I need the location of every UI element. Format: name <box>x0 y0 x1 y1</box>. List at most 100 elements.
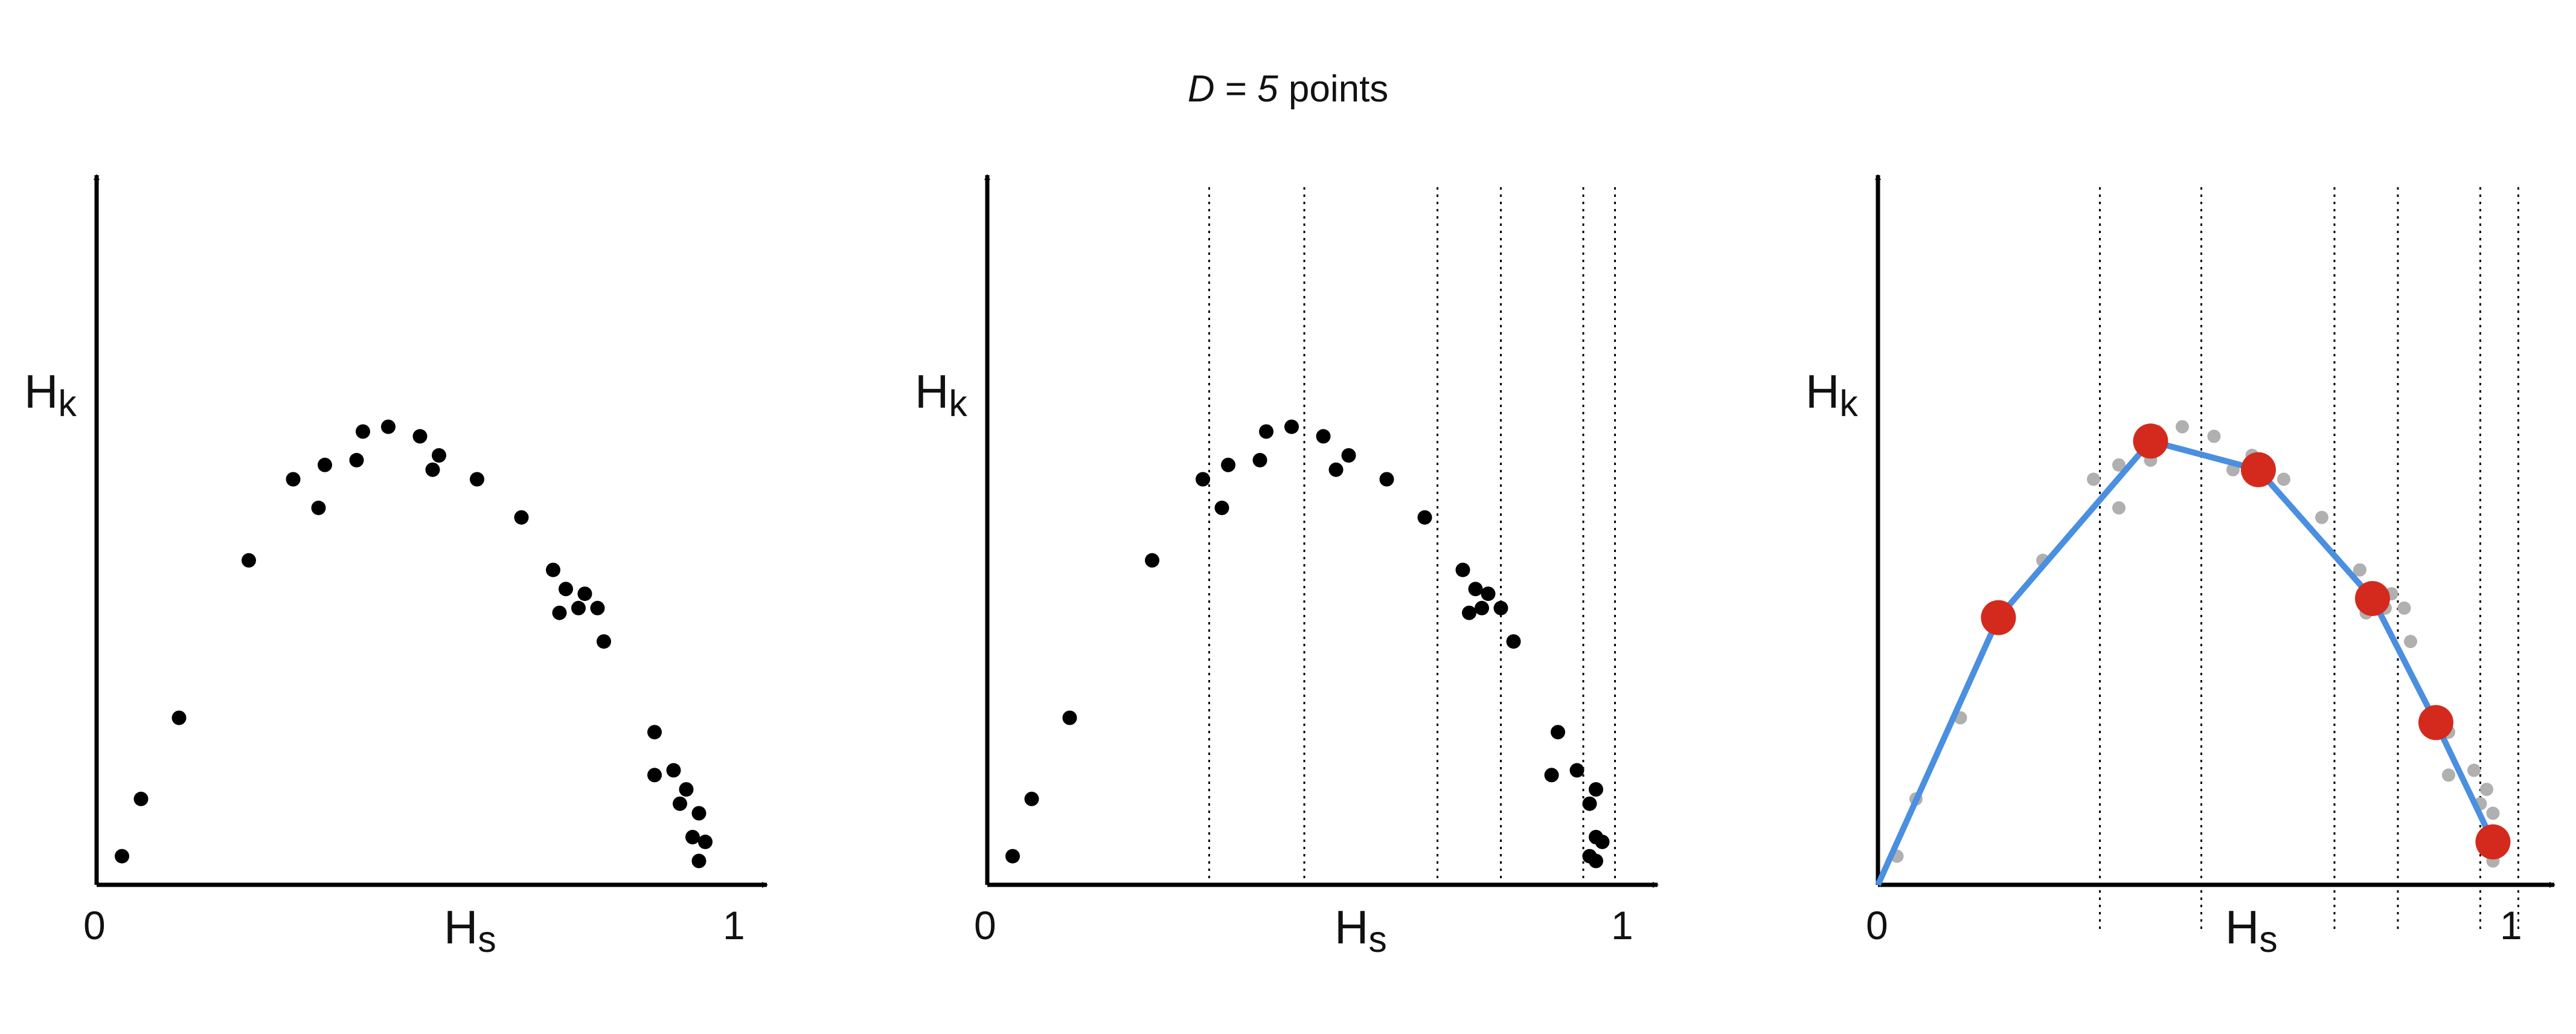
data-point <box>1551 725 1565 740</box>
data-point <box>381 419 396 434</box>
data-point <box>1589 782 1603 797</box>
faded-data-point <box>2397 601 2411 615</box>
faded-data-point <box>2112 458 2126 472</box>
data-point <box>1417 510 1432 525</box>
faded-data-point <box>2404 635 2417 649</box>
data-point <box>1062 710 1077 725</box>
faded-data-point <box>2207 429 2221 443</box>
data-point <box>1589 853 1603 869</box>
faded-data-point <box>2277 472 2290 486</box>
data-point <box>666 763 681 778</box>
data-point <box>318 457 332 472</box>
data-point <box>1462 605 1476 620</box>
data-point <box>286 472 301 487</box>
data-point <box>559 582 573 597</box>
panel-1: Hk Hs 0 1 <box>24 174 768 960</box>
data-point <box>673 796 687 811</box>
selected-point <box>1981 600 2016 635</box>
x-tick-0: 0 <box>83 903 106 948</box>
data-point <box>691 806 706 821</box>
data-point <box>356 424 370 439</box>
data-point <box>171 710 187 725</box>
faded-data-point <box>2480 783 2493 796</box>
selected-point <box>2241 452 2276 487</box>
data-point <box>514 510 529 525</box>
data-point <box>1145 553 1159 568</box>
faded-data-point <box>2353 563 2366 577</box>
data-point <box>1214 500 1229 515</box>
data-point <box>1284 419 1299 434</box>
data-point <box>1455 562 1470 577</box>
panel-3: Hk Hs 0 1 <box>1805 174 2555 960</box>
x-tick-0: 0 <box>974 903 996 948</box>
data-point <box>577 586 592 602</box>
data-point <box>546 562 560 577</box>
data-point <box>311 500 326 515</box>
data-point <box>647 768 662 783</box>
data-point <box>1475 600 1489 615</box>
x-axis-label: Hs <box>2225 901 2278 960</box>
data-point <box>1221 457 1235 472</box>
selected-point <box>2133 423 2168 459</box>
data-point <box>242 553 256 568</box>
data-point <box>1252 452 1267 467</box>
panel-2: Hk Hs 0 1 <box>915 174 1659 960</box>
data-point <box>597 634 611 649</box>
piecewise-line <box>1875 438 2496 887</box>
data-point <box>349 452 364 467</box>
data-point <box>590 600 605 615</box>
faded-data-point <box>2112 501 2126 515</box>
x-axis-label: Hs <box>444 901 496 960</box>
data-point <box>1341 448 1356 463</box>
data-point <box>470 472 484 487</box>
x-axis-label: Hs <box>1334 901 1387 960</box>
data-point <box>691 853 706 869</box>
data-point <box>552 605 567 620</box>
data-point <box>1379 472 1394 487</box>
data-point <box>1481 586 1496 602</box>
data-point <box>1582 796 1597 811</box>
data-point <box>1569 763 1584 778</box>
data-point <box>1005 849 1020 864</box>
data-point <box>679 782 694 797</box>
data-point <box>1544 768 1559 783</box>
selected-point <box>2355 581 2390 616</box>
title-number: 5 <box>1257 68 1278 110</box>
data-point <box>115 849 129 864</box>
data-point <box>432 448 446 463</box>
data-point <box>571 600 586 615</box>
x-tick-0: 0 <box>1866 903 1888 948</box>
data-point <box>1259 424 1274 439</box>
y-axis-label: Hk <box>1805 365 1858 424</box>
data-point <box>1328 462 1344 477</box>
faded-data-point <box>2467 763 2481 777</box>
selected-point <box>2418 705 2453 740</box>
data-point <box>1493 600 1508 615</box>
faded-data-point <box>2087 472 2100 486</box>
data-point <box>1506 634 1521 649</box>
x-tick-1: 1 <box>723 903 745 948</box>
selected-point <box>2475 824 2511 859</box>
data-point <box>698 834 713 849</box>
y-axis-label: Hk <box>24 365 77 424</box>
faded-data-point <box>2315 510 2328 524</box>
faded-data-point <box>2176 420 2189 434</box>
data-point <box>685 830 700 844</box>
faded-data-point <box>2486 806 2500 820</box>
data-point <box>1595 834 1610 849</box>
faded-data-point <box>2442 768 2455 782</box>
data-point <box>1316 429 1331 444</box>
data-point <box>1196 472 1210 487</box>
x-tick-1: 1 <box>2500 903 2522 948</box>
x-tick-1: 1 <box>1611 903 1633 948</box>
title-equals: = <box>1214 68 1258 110</box>
data-point <box>1024 791 1039 806</box>
data-point <box>412 429 428 444</box>
data-point <box>425 462 440 477</box>
figure-title: D = 5 points <box>0 68 2576 111</box>
data-point <box>647 725 662 740</box>
title-rest: points <box>1278 68 1389 110</box>
data-point <box>133 791 149 806</box>
title-variable: D <box>1187 68 1215 110</box>
